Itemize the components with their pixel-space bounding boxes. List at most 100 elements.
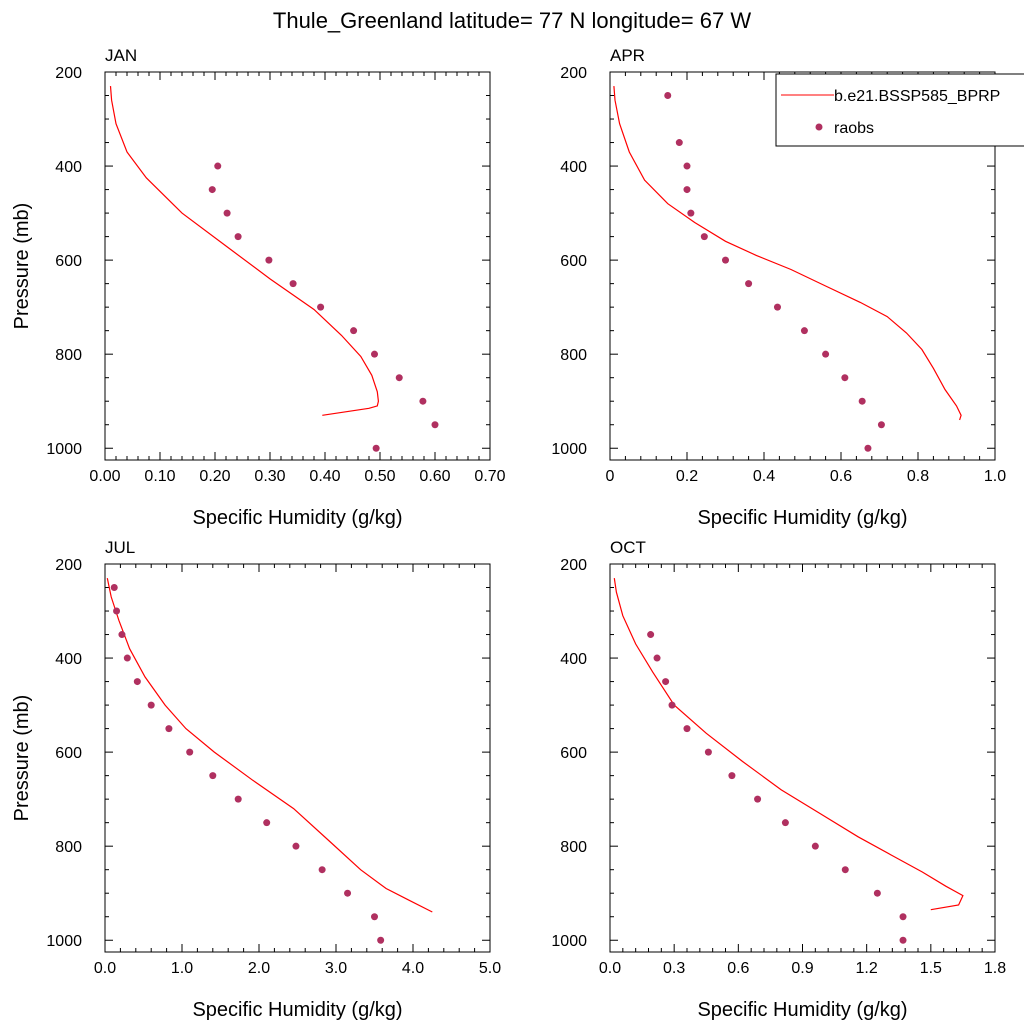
raobs-point [372, 444, 380, 452]
panel-jul: 0.0 1.0 2.0 3.0 4.0 5.0 200 400 600 800 1000 JUL Spe… [11, 538, 501, 1021]
raobs-point [899, 913, 907, 921]
y-tick-label: 200 [55, 65, 82, 82]
x-tick-label: 0.8 [907, 468, 929, 485]
y-tick-label: 200 [560, 65, 587, 82]
y-tick-label: 1000 [46, 933, 82, 950]
raobs-point [683, 162, 691, 170]
raobs-point [675, 139, 683, 147]
legend-box [775, 73, 1024, 147]
x-tick-label: 1.5 [920, 960, 942, 977]
x-tick-label: 0.30 [254, 468, 285, 485]
raobs-point [877, 421, 885, 429]
x-tick-label: 5.0 [479, 960, 501, 977]
legend: b.e21.BSSP585_BPRP raobs [775, 73, 1024, 147]
panel-jan: 0.00 0.10 0.20 0.30 0.40 0.50 0.60 0.70 200 400 60… [11, 46, 506, 529]
y-tick-label: 400 [560, 159, 587, 176]
plot-frame [104, 563, 491, 953]
y-tick-label: 800 [55, 347, 82, 364]
raobs-point [858, 397, 866, 405]
raobs-point [781, 819, 789, 827]
raobs-point [371, 913, 378, 921]
raobs-point [234, 233, 242, 241]
y-tick-label: 1000 [46, 441, 82, 458]
y-tick-label: 1000 [551, 441, 587, 458]
raobs-point [289, 280, 297, 288]
x-tick-label: 3.0 [325, 960, 347, 977]
x-axis-title: Specific Humidity (g/kg) [697, 507, 907, 529]
raobs-point [123, 654, 131, 662]
x-tick-label: 0.40 [309, 468, 340, 485]
y-tick-label: 400 [560, 651, 587, 668]
raobs-point [899, 936, 907, 944]
plot-frame [609, 563, 996, 953]
plot-frame [104, 71, 491, 461]
y-tick-label: 800 [560, 839, 587, 856]
raobs-point [700, 233, 708, 241]
x-tick-label: 0.0 [94, 960, 116, 977]
raobs-point [292, 842, 300, 850]
x-tick-label: 1.2 [856, 960, 878, 977]
y-tick-label: 600 [560, 253, 587, 270]
raobs-point [873, 889, 881, 897]
panel-label: APR [610, 46, 645, 65]
y-tick-label: 200 [55, 557, 82, 574]
plot-frame [609, 71, 996, 461]
raobs-point [377, 936, 385, 944]
y-tick-label: 400 [55, 159, 82, 176]
x-axis-title: Specific Humidity (g/kg) [192, 999, 402, 1021]
model-profile-line [106, 577, 433, 913]
panel-label: OCT [610, 538, 646, 557]
raobs-point [754, 795, 762, 803]
raobs-point [133, 678, 141, 686]
x-tick-label: 0.3 [663, 960, 685, 977]
x-tick-label: 0.2 [676, 468, 698, 485]
raobs-point [662, 678, 670, 686]
raobs-point [811, 842, 819, 850]
y-tick-label: 1000 [551, 933, 587, 950]
raobs-point [704, 748, 712, 756]
raobs-point [165, 725, 173, 733]
raobs-point [683, 186, 691, 194]
panel-oct: 0.0 0.3 0.6 0.9 1.2 1.5 1.8 200 400 600 800 1000 OCT… [551, 538, 1006, 1021]
x-tick-label: 0.70 [474, 468, 505, 485]
y-tick-label: 600 [55, 745, 82, 762]
panel-label: JUL [105, 538, 135, 557]
x-tick-label: 2.0 [248, 960, 270, 977]
raobs-point [773, 303, 781, 311]
x-tick-label: 0.10 [144, 468, 175, 485]
y-axis-title: Pressure (mb) [11, 203, 33, 330]
raobs-point [186, 748, 194, 756]
x-tick-label: 0.20 [199, 468, 230, 485]
x-axis-title: Specific Humidity (g/kg) [697, 999, 907, 1021]
raobs-point [745, 280, 753, 288]
y-tick-label: 600 [55, 253, 82, 270]
panel-label: JAN [105, 46, 137, 65]
raobs-point [683, 725, 691, 733]
x-tick-label: 0.4 [753, 468, 775, 485]
y-tick-label: 600 [560, 745, 587, 762]
model-profile-line [613, 86, 962, 421]
raobs-point [208, 186, 216, 194]
raobs-point [841, 866, 849, 874]
raobs-point [419, 397, 427, 405]
raobs-point [147, 701, 155, 709]
raobs-point [687, 209, 695, 217]
raobs-point [234, 795, 242, 803]
raobs-point [263, 819, 271, 827]
raobs-point [118, 631, 126, 639]
raobs-point [209, 772, 217, 780]
raobs-point [800, 327, 808, 335]
raobs-point [841, 374, 849, 382]
y-tick-label: 200 [560, 557, 587, 574]
raobs-point [113, 607, 121, 615]
raobs-point [110, 584, 118, 592]
x-tick-label: 0.0 [599, 960, 621, 977]
raobs-point [395, 374, 403, 382]
model-profile-line [109, 86, 380, 416]
raobs-point [344, 889, 352, 897]
y-axis-title: Pressure (mb) [11, 695, 33, 822]
raobs-point [664, 92, 672, 100]
raobs-point [653, 654, 661, 662]
figure-title: Thule_Greenland latitude= 77 N longitude… [273, 8, 751, 33]
